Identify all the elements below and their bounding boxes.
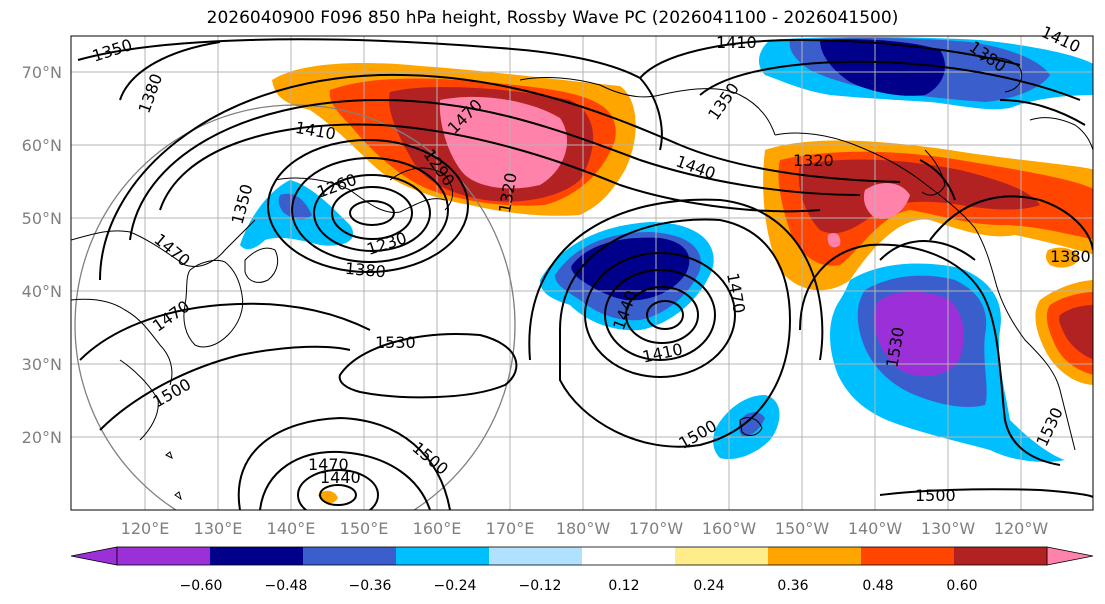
colorbar-bin-9	[954, 547, 1048, 565]
colorbar-outline	[116, 546, 1048, 566]
colorbar-tick-neg048: −0.48	[265, 578, 308, 594]
latitude-labels: 70°N 60°N 50°N 40°N 30°N 20°N	[22, 63, 62, 447]
contour-label-1440-a: 1440	[320, 468, 361, 487]
colorbar-bin-7	[768, 547, 862, 565]
colorbar-bin-4	[489, 547, 583, 565]
lon-label-150e: 150°E	[340, 519, 389, 538]
lat-label-50: 50°N	[22, 209, 62, 228]
lon-label-130e: 130°E	[194, 519, 243, 538]
colorbar-tick-neg024: −0.24	[434, 578, 477, 594]
colorbar-ticks: −0.60 −0.48 −0.36 −0.24 −0.12 0.12 0.24 …	[180, 578, 978, 594]
colorbar-extend-max	[1046, 546, 1094, 566]
lon-label-160e: 160°E	[413, 519, 462, 538]
colorbar-bin-6	[675, 547, 769, 565]
colorbar-bin-0	[117, 547, 211, 565]
contour-label-1470-d: 1470	[308, 455, 349, 474]
range-circle	[74, 104, 516, 510]
contour-label-1380-d: 1380	[1050, 247, 1091, 266]
chart-title: 2026040900 F096 850 hPa height, Rossby W…	[206, 8, 899, 28]
colorbar-tick-048: 0.48	[862, 578, 893, 594]
colorbar-bin-3	[396, 547, 490, 565]
colorbar-tick-024: 0.24	[693, 578, 724, 594]
map-content	[71, 36, 1093, 510]
lon-label-120e: 120°E	[121, 519, 170, 538]
lon-label-150w: 150°W	[775, 519, 830, 538]
longitude-labels: 120°E 130°E 140°E 150°E 160°E 170°E 180°…	[121, 519, 1049, 538]
lat-label-70: 70°N	[22, 63, 62, 82]
colorbar-tick-036: 0.36	[777, 578, 808, 594]
contour-label-1410-c: 1410	[716, 33, 757, 52]
lon-label-170e: 170°E	[486, 519, 535, 538]
colorbar-bin-1	[210, 547, 304, 565]
map-frame	[70, 35, 1094, 511]
contour-label-1530-a: 1530	[375, 333, 416, 352]
colorbar-bin-2	[303, 547, 397, 565]
lon-label-170w: 170°W	[629, 519, 684, 538]
colorbar-extend-min	[70, 546, 118, 566]
lon-label-140e: 140°E	[267, 519, 316, 538]
height-contours	[77, 38, 1093, 510]
lat-label-60: 60°N	[22, 136, 62, 155]
colorbar: −0.60 −0.48 −0.36 −0.24 −0.12 0.12 0.24 …	[70, 546, 1094, 594]
colorbar-bin-5	[582, 547, 676, 565]
lon-label-140w: 140°W	[848, 519, 903, 538]
contour-label-1320-b: 1320	[793, 151, 834, 170]
colorbar-tick-060: 0.60	[946, 578, 977, 594]
lon-label-130w: 130°W	[921, 519, 976, 538]
lat-label-20: 20°N	[22, 428, 62, 447]
lon-label-120w: 120°W	[994, 519, 1049, 538]
colorbar-tick-neg012: −0.12	[519, 578, 562, 594]
contour-label-1380-b: 1380	[344, 259, 386, 281]
coastlines	[71, 57, 1093, 501]
lat-label-40: 40°N	[22, 282, 62, 301]
lat-label-30: 30°N	[22, 355, 62, 374]
colorbar-tick-neg036: −0.36	[349, 578, 392, 594]
graticule	[71, 36, 1093, 510]
lon-label-180w: 180°W	[556, 519, 611, 538]
lon-label-160w: 160°W	[702, 519, 757, 538]
contour-label-1500-d: 1500	[915, 486, 956, 505]
colorbar-bin-8	[861, 547, 955, 565]
colorbar-tick-012: 0.12	[608, 578, 639, 594]
colorbar-tick-neg060: −0.60	[180, 578, 223, 594]
